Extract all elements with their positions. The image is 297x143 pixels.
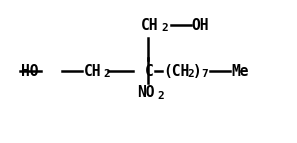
Text: 2: 2 bbox=[161, 23, 168, 33]
Text: 7: 7 bbox=[201, 69, 208, 79]
Text: Me: Me bbox=[232, 63, 249, 79]
Text: HO: HO bbox=[20, 63, 38, 79]
Text: C: C bbox=[145, 63, 154, 79]
Text: 2: 2 bbox=[157, 91, 164, 101]
Text: (CH: (CH bbox=[163, 63, 189, 79]
Text: OH: OH bbox=[192, 18, 209, 33]
Text: 2: 2 bbox=[188, 69, 195, 79]
Text: CH: CH bbox=[141, 18, 159, 33]
Text: CH: CH bbox=[84, 63, 102, 79]
Text: 2: 2 bbox=[103, 69, 110, 79]
Text: NO: NO bbox=[137, 85, 154, 100]
Text: ): ) bbox=[193, 63, 202, 79]
